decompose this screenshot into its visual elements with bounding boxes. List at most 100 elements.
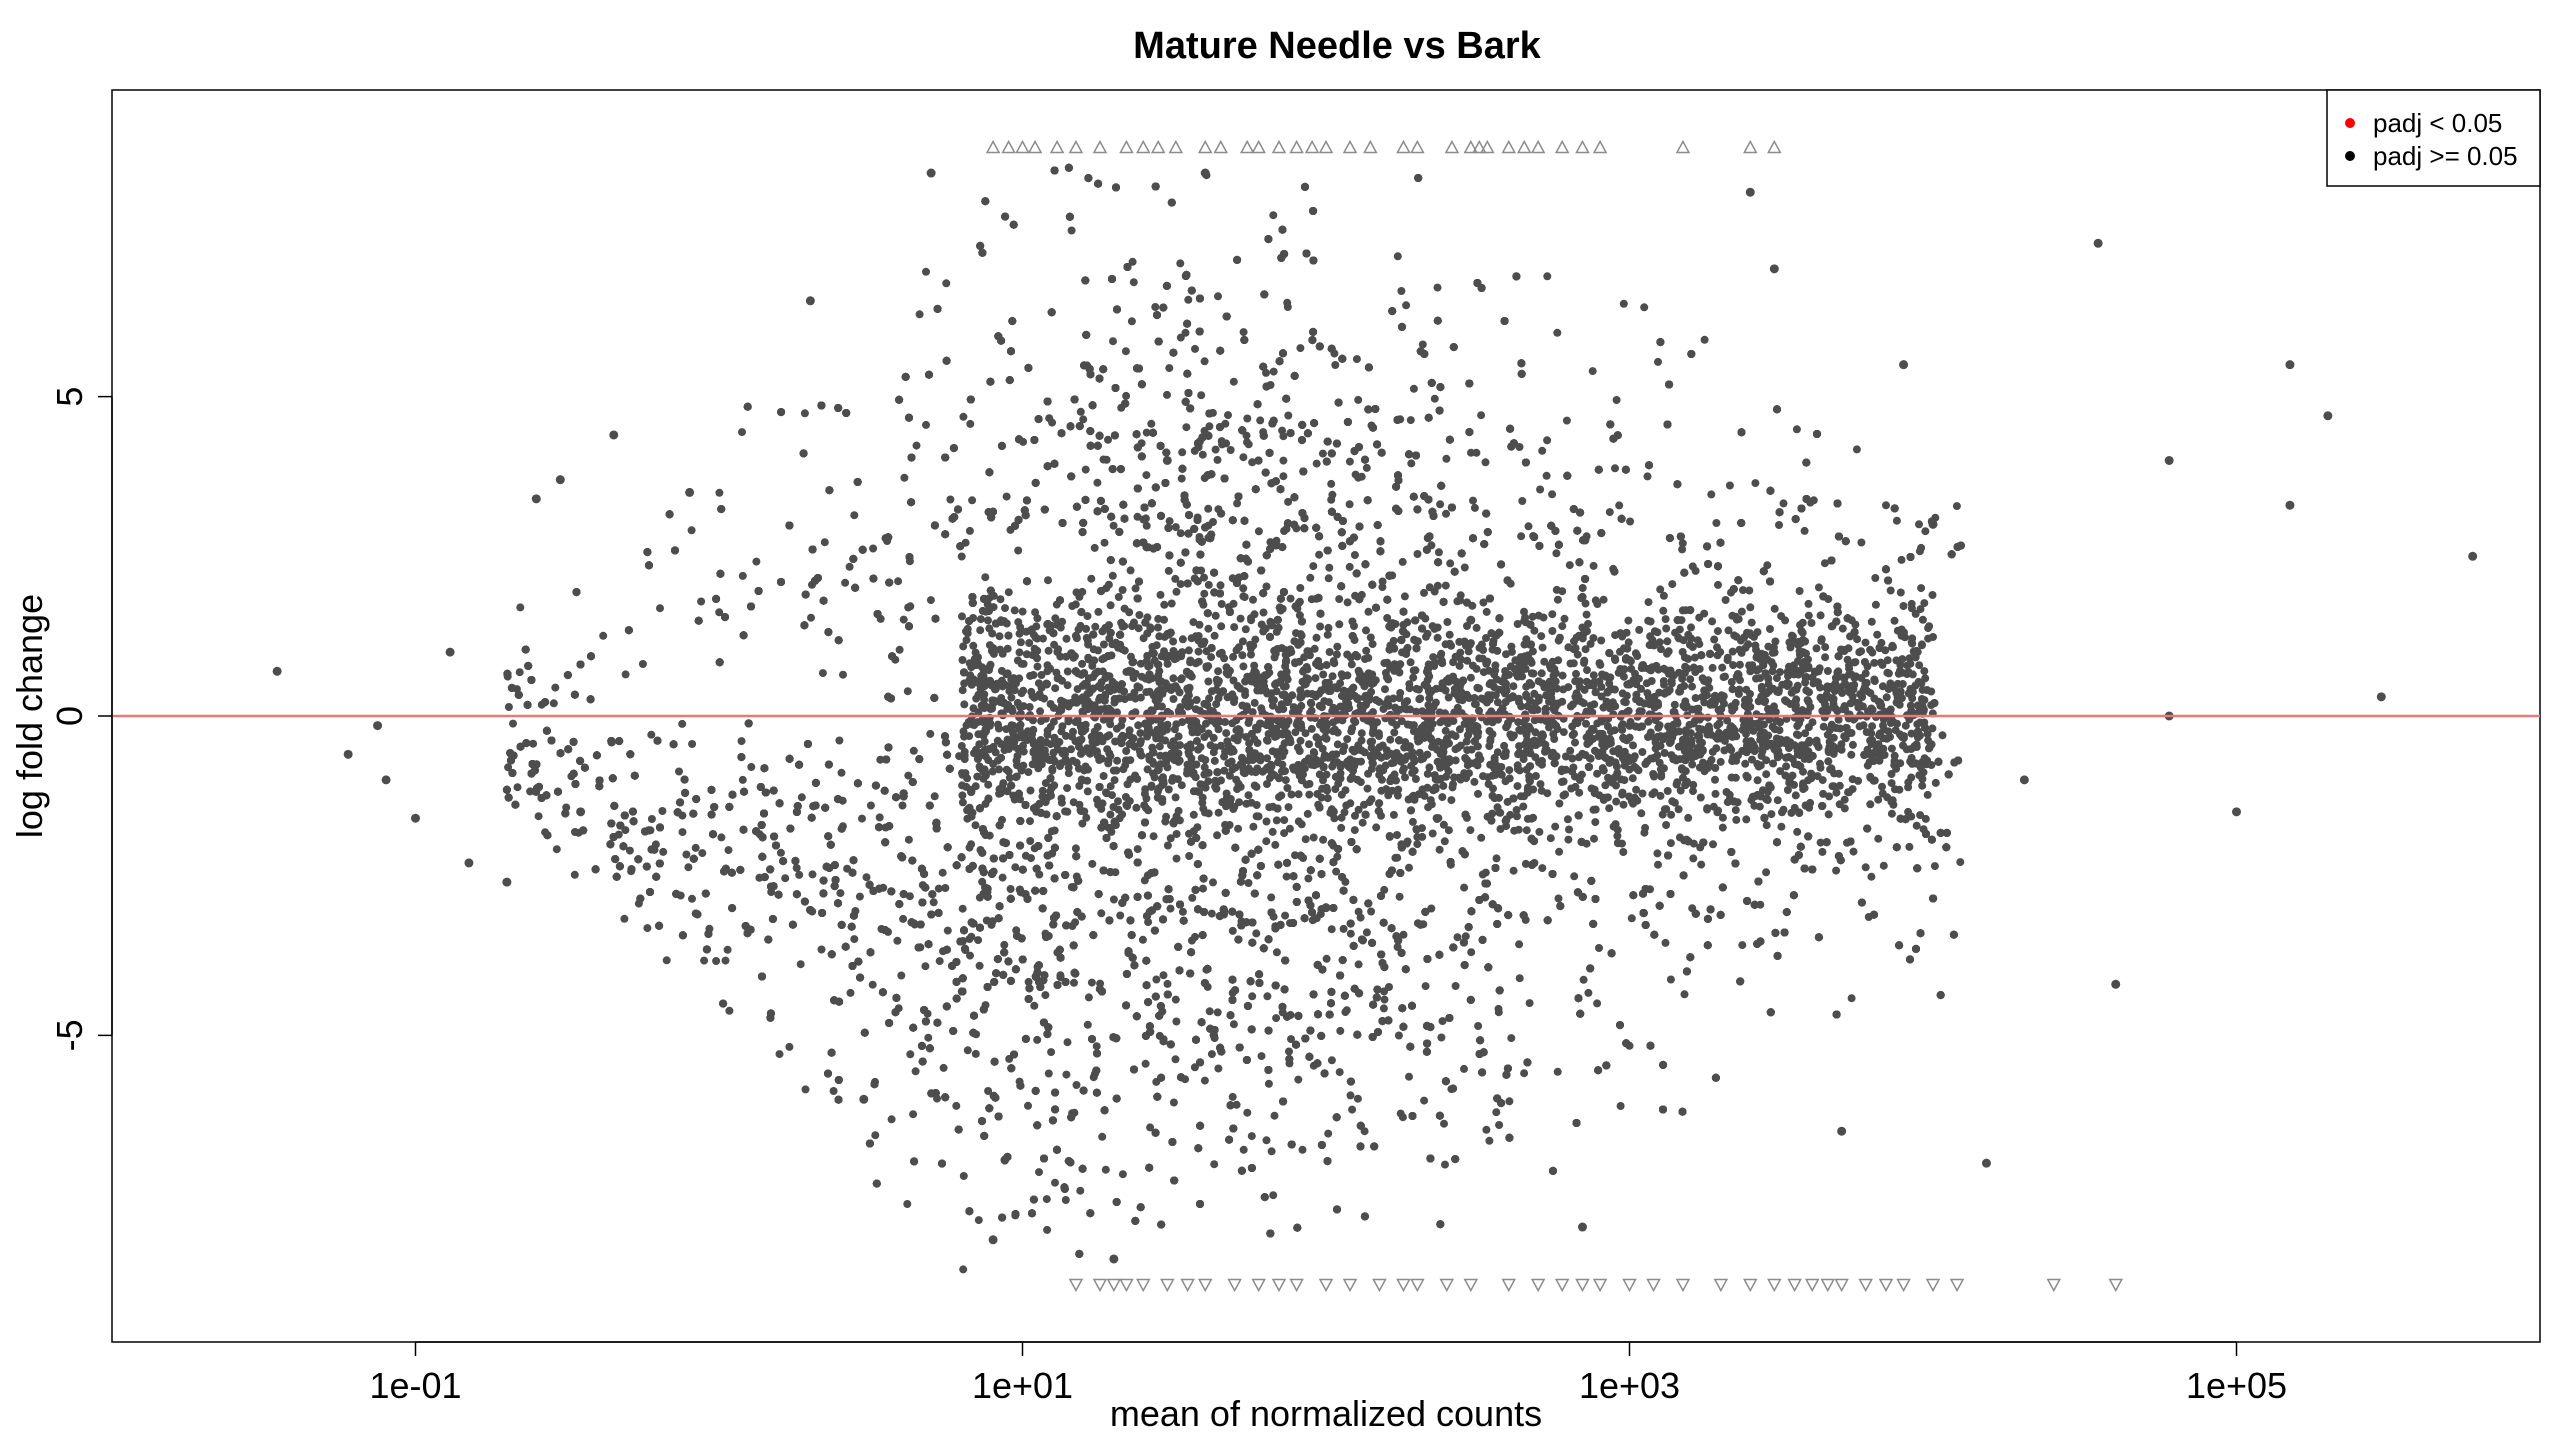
point xyxy=(1209,878,1217,887)
point xyxy=(526,787,535,796)
point xyxy=(721,956,730,965)
point xyxy=(1076,1186,1085,1195)
point xyxy=(846,988,855,997)
point xyxy=(1047,1048,1056,1057)
point xyxy=(1207,909,1216,918)
point xyxy=(1270,1111,1279,1120)
point xyxy=(1232,1100,1241,1109)
point xyxy=(1127,317,1136,326)
point xyxy=(929,898,938,907)
point xyxy=(621,670,630,679)
point xyxy=(1041,991,1050,1000)
point xyxy=(1707,490,1716,499)
point xyxy=(943,926,952,935)
point xyxy=(1674,805,1683,814)
point xyxy=(659,847,668,856)
point xyxy=(1224,411,1232,420)
point xyxy=(1324,1129,1333,1138)
point xyxy=(1775,521,1783,529)
point xyxy=(1495,1121,1504,1129)
point xyxy=(781,874,790,883)
point xyxy=(1562,416,1571,425)
point xyxy=(1350,826,1359,835)
point xyxy=(1453,933,1462,942)
point xyxy=(643,924,652,933)
point xyxy=(1418,340,1427,349)
point xyxy=(1228,1092,1237,1101)
point xyxy=(1199,884,1207,893)
point xyxy=(1244,879,1253,887)
point xyxy=(1200,357,1209,366)
point xyxy=(935,957,944,966)
point xyxy=(737,737,746,746)
point xyxy=(801,1085,810,1094)
point xyxy=(1267,1147,1276,1156)
point xyxy=(1354,960,1363,969)
point xyxy=(1460,883,1469,892)
point xyxy=(1505,1097,1514,1106)
point xyxy=(862,873,871,882)
point xyxy=(1159,971,1168,980)
point xyxy=(808,870,817,879)
point xyxy=(684,863,693,872)
point xyxy=(942,279,951,288)
point xyxy=(1666,975,1675,984)
point xyxy=(1093,478,1102,487)
point xyxy=(1172,587,1181,596)
point xyxy=(1294,1075,1303,1084)
point xyxy=(1087,574,1096,583)
point xyxy=(905,892,914,901)
point xyxy=(1579,975,1588,984)
point xyxy=(1249,595,1257,604)
point xyxy=(1861,863,1870,872)
point xyxy=(959,412,968,421)
point xyxy=(1061,1196,1070,1204)
point xyxy=(1697,860,1706,869)
point xyxy=(1072,1081,1081,1089)
point xyxy=(570,870,579,879)
point xyxy=(1779,499,1788,508)
point xyxy=(1248,458,1257,467)
point xyxy=(1438,1017,1447,1026)
point xyxy=(1171,1055,1180,1064)
point xyxy=(1144,918,1153,927)
point xyxy=(647,815,656,823)
point xyxy=(1616,1102,1625,1110)
point xyxy=(1262,368,1270,377)
point xyxy=(1151,303,1160,311)
point xyxy=(1243,414,1252,423)
point xyxy=(1481,458,1490,467)
point xyxy=(1907,599,1916,608)
point xyxy=(1543,272,1552,281)
point xyxy=(515,668,524,677)
point xyxy=(958,904,967,913)
point xyxy=(1229,1020,1238,1029)
point xyxy=(1327,495,1336,504)
point xyxy=(934,884,943,893)
point xyxy=(939,1063,948,1072)
point xyxy=(1239,453,1248,462)
point xyxy=(1325,563,1334,572)
point xyxy=(1605,508,1614,517)
point xyxy=(1122,391,1131,400)
point xyxy=(1336,1026,1345,1035)
point xyxy=(1279,472,1288,481)
point xyxy=(1584,988,1593,997)
point xyxy=(1358,818,1367,827)
point xyxy=(1243,1108,1252,1117)
point xyxy=(1165,517,1174,526)
point xyxy=(1393,943,1402,951)
point xyxy=(1871,574,1880,582)
point xyxy=(1172,1017,1181,1026)
point xyxy=(1396,1109,1405,1118)
point xyxy=(1319,835,1328,844)
point xyxy=(1689,854,1698,863)
point xyxy=(1268,827,1277,836)
point xyxy=(1627,914,1636,923)
point xyxy=(1554,894,1563,903)
point xyxy=(1421,982,1430,991)
point xyxy=(875,813,884,822)
point xyxy=(1141,1059,1150,1068)
point xyxy=(1142,471,1151,480)
point xyxy=(1538,864,1547,873)
